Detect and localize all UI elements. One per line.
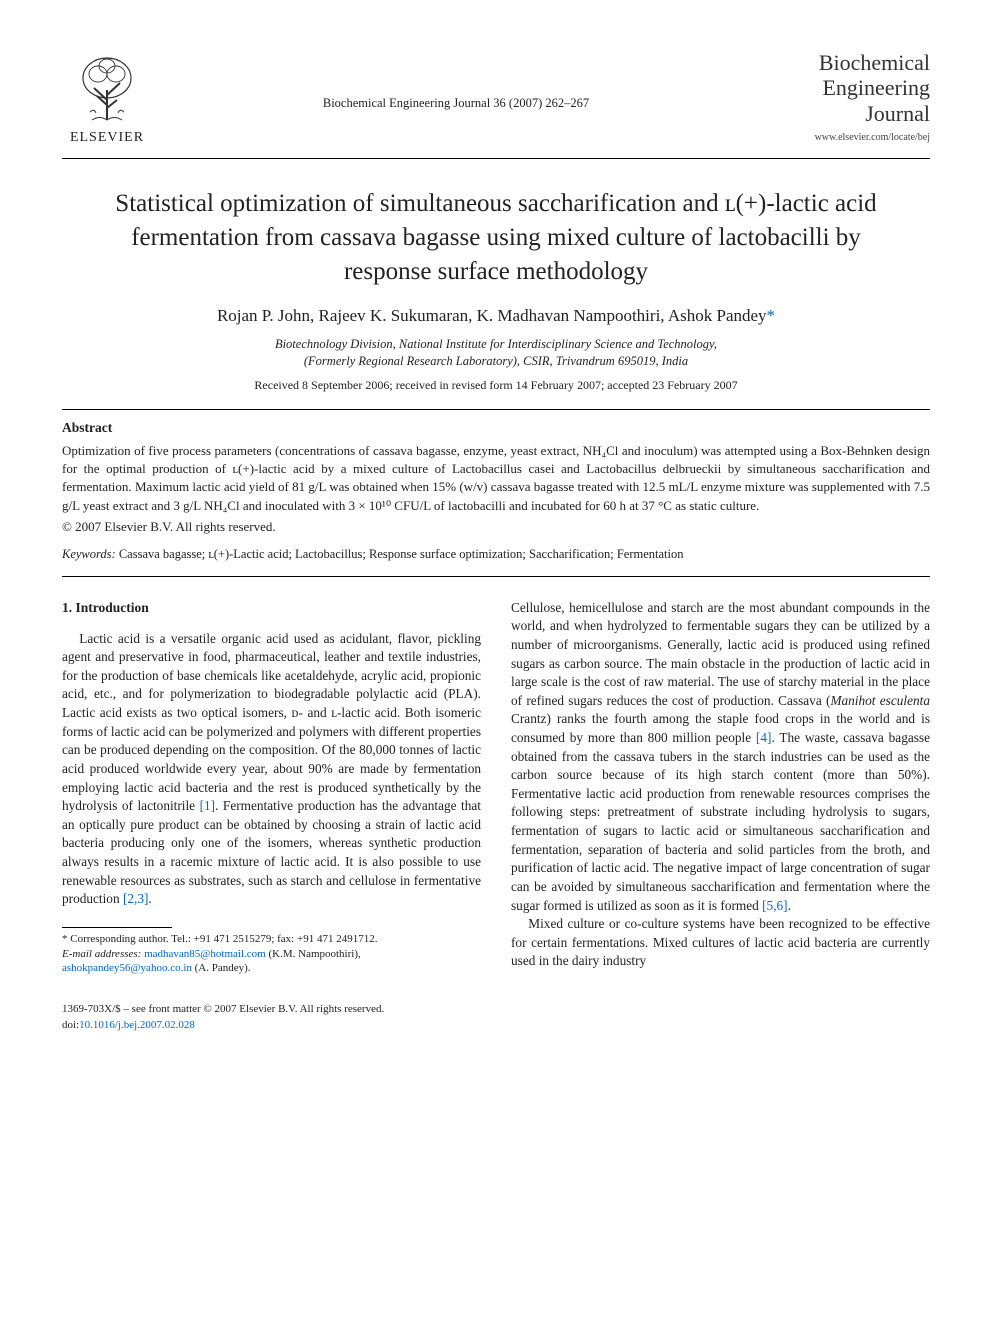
publisher-name: ELSEVIER xyxy=(70,130,144,146)
abstract-copyright: © 2007 Elsevier B.V. All rights reserved… xyxy=(62,519,930,535)
keywords-text: Cassava bagasse; ʟ(+)-Lactic acid; Lacto… xyxy=(119,547,684,561)
journal-logo-line: Engineering xyxy=(760,75,930,100)
citation-link[interactable]: [1] xyxy=(200,798,216,813)
footnote-separator xyxy=(62,927,172,928)
journal-url: www.elsevier.com/locate/bej xyxy=(760,132,930,143)
citation-link[interactable]: [2,3] xyxy=(123,891,148,906)
rule xyxy=(62,409,930,410)
issn-line: 1369-703X/$ – see front matter © 2007 El… xyxy=(62,1002,930,1017)
rule xyxy=(62,576,930,577)
journal-logo-line: Journal xyxy=(760,101,930,126)
text-run: Cellulose, hemicellulose and starch are … xyxy=(511,600,930,708)
journal-logo-line: Biochemical xyxy=(760,50,930,75)
header-row: ELSEVIER Biochemical Engineering Journal… xyxy=(62,50,930,146)
column-right: Cellulose, hemicellulose and starch are … xyxy=(511,599,930,977)
column-left: 1. Introduction Lactic acid is a versati… xyxy=(62,599,481,977)
elsevier-tree-icon xyxy=(72,50,142,128)
abstract-text: Optimization of five process parameters … xyxy=(62,442,930,515)
affiliation-line: Biotechnology Division, National Institu… xyxy=(62,336,930,353)
corresponding-footnote: * Corresponding author. Tel.: +91 471 25… xyxy=(62,932,481,977)
footnote-name: (K.M. Nampoothiri), xyxy=(266,948,361,960)
section-heading-intro: 1. Introduction xyxy=(62,599,481,618)
text-run: . The waste, cassava bagasse obtained fr… xyxy=(511,730,930,912)
affiliation-line: (Formerly Regional Research Laboratory),… xyxy=(62,353,930,370)
authors-text: Rojan P. John, Rajeev K. Sukumaran, K. M… xyxy=(217,306,767,325)
rule xyxy=(62,158,930,159)
citation-link[interactable]: [4] xyxy=(756,730,772,745)
article-title: Statistical optimization of simultaneous… xyxy=(102,187,890,288)
body-columns: 1. Introduction Lactic acid is a versati… xyxy=(62,599,930,977)
affiliation: Biotechnology Division, National Institu… xyxy=(62,336,930,370)
journal-reference: Biochemical Engineering Journal 36 (2007… xyxy=(152,96,760,111)
text-run: . xyxy=(788,898,791,913)
text-run: . xyxy=(148,891,151,906)
footnote-line: E-mail addresses: madhavan85@hotmail.com… xyxy=(62,947,481,962)
publisher-block: ELSEVIER xyxy=(62,50,152,146)
email-link[interactable]: madhavan85@hotmail.com xyxy=(144,948,266,960)
page-footer: 1369-703X/$ – see front matter © 2007 El… xyxy=(62,1002,930,1033)
abstract-heading: Abstract xyxy=(62,420,930,436)
doi-line: doi:10.1016/j.bej.2007.02.028 xyxy=(62,1018,930,1033)
text-run: Lactic acid is a versatile organic acid … xyxy=(62,631,481,813)
keywords-label: Keywords: xyxy=(62,547,116,561)
doi-link[interactable]: 10.1016/j.bej.2007.02.028 xyxy=(79,1019,195,1031)
keywords: Keywords: Cassava bagasse; ʟ(+)-Lactic a… xyxy=(62,547,930,562)
journal-logo: Biochemical Engineering Journal xyxy=(760,50,930,126)
footnote-line: ashokpandey56@yahoo.co.in (A. Pandey). xyxy=(62,961,481,976)
article-dates: Received 8 September 2006; received in r… xyxy=(62,378,930,393)
doi-label: doi: xyxy=(62,1019,79,1031)
text-run: . Fermentative production has the advant… xyxy=(62,798,481,906)
abstract-body: Optimization of five process parameters … xyxy=(62,443,930,513)
paragraph: Lactic acid is a versatile organic acid … xyxy=(62,630,481,909)
journal-logo-block: Biochemical Engineering Journal www.else… xyxy=(760,50,930,143)
footnote-label: E-mail addresses: xyxy=(62,948,141,960)
author-list: Rojan P. John, Rajeev K. Sukumaran, K. M… xyxy=(62,306,930,326)
footnote-name: (A. Pandey). xyxy=(192,962,251,974)
paragraph: Mixed culture or co-culture systems have… xyxy=(511,915,930,971)
footnote-line: * Corresponding author. Tel.: +91 471 25… xyxy=(62,932,481,947)
corresponding-asterisk[interactable]: * xyxy=(767,306,776,325)
email-link[interactable]: ashokpandey56@yahoo.co.in xyxy=(62,962,192,974)
citation-link[interactable]: [5,6] xyxy=(762,898,787,913)
article-page: ELSEVIER Biochemical Engineering Journal… xyxy=(0,0,992,1073)
species-name: Manihot esculenta xyxy=(830,693,930,708)
paragraph: Cellulose, hemicellulose and starch are … xyxy=(511,599,930,915)
